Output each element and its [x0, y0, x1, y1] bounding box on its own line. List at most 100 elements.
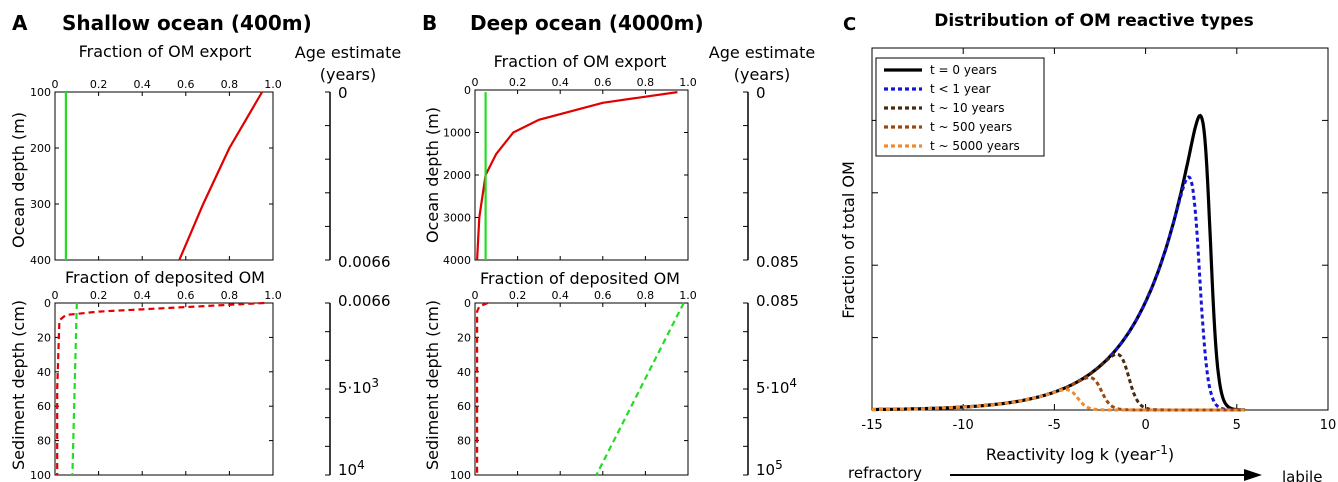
b-top-ytick-label: 4000 — [443, 254, 471, 267]
c-xtick-label: -15 — [861, 418, 882, 433]
c-legend-label-0: t = 0 years — [930, 63, 997, 77]
b-top-ylabel: Ocean depth (m) — [423, 107, 442, 243]
a-age-bottom-1: 5·103 — [338, 376, 379, 397]
b-top-ytick-label: 1000 — [443, 127, 471, 140]
b-age-top-0: 0 — [756, 84, 766, 102]
a-top-frame — [54, 91, 274, 261]
b-bottom-series-red — [476, 301, 489, 475]
panel-letter-c: C — [843, 14, 856, 35]
b-top-series-red — [476, 91, 678, 261]
a-bottom-ytick-label: 0 — [44, 297, 51, 310]
a-bottom-ytick-label: 40 — [37, 366, 51, 379]
c-xtick-label: -10 — [953, 418, 974, 433]
c-xtick-label: 5 — [1233, 418, 1241, 433]
a-bottom-ylabel: Sediment depth (cm) — [9, 300, 28, 470]
b-top-ytick-label: 2000 — [443, 169, 471, 182]
b-age-title-2: (years) — [734, 65, 791, 84]
b-bottom-xtick-label: 0.6 — [594, 289, 612, 302]
a-age-title-2: (years) — [320, 65, 377, 84]
panel-letter-b: B — [422, 11, 437, 35]
b-bottom-ytick-label: 60 — [457, 400, 471, 413]
c-xtick-label: 0 — [1141, 418, 1149, 433]
a-bottom-xtick-label: 0.6 — [177, 289, 195, 302]
b-age-bottom-0: 0.085 — [756, 292, 799, 310]
a-top-xtick-label: 0.2 — [90, 78, 108, 91]
b-top-xtick-label: 0.4 — [551, 76, 569, 89]
b-top-title: Fraction of OM export — [494, 52, 667, 71]
a-bottom-series-green — [71, 302, 78, 476]
b-bottom-title: Fraction of deposited OM — [480, 269, 680, 288]
b-bottom-xtick-label: 0.4 — [551, 289, 569, 302]
arrow-left-label: refractory — [848, 464, 922, 482]
a-top-xtick-label: 0.4 — [133, 78, 151, 91]
c-xtick-label: 10 — [1320, 418, 1337, 433]
c-series-3 — [872, 376, 1245, 412]
b-bottom-ylabel: Sediment depth (cm) — [423, 300, 442, 470]
b-top-xtick-label: 1.0 — [679, 76, 697, 89]
b-bottom-ytick-label: 100 — [450, 469, 471, 482]
b-top-frame — [474, 89, 689, 261]
b-bottom-xtick-label: 0 — [472, 289, 479, 302]
b-bottom-xtick-label: 1.0 — [679, 289, 697, 302]
a-top-xtick-label: 0.8 — [221, 78, 239, 91]
c-legend-label-4: t ~ 5000 years — [930, 139, 1020, 153]
a-bottom-xtick-label: 0.4 — [133, 289, 151, 302]
b-bottom-ytick-label: 20 — [457, 331, 471, 344]
a-bottom-xtick-label: 1.0 — [264, 289, 282, 302]
b-age-title-1: Age estimate — [709, 43, 815, 62]
b-bottom-xtick-label: 0.8 — [637, 289, 655, 302]
b-bottom-ytick-label: 0 — [464, 297, 471, 310]
c-xlabel: Reactivity log k (year-1) — [986, 443, 1174, 464]
a-bottom-xtick-label: 0.8 — [221, 289, 239, 302]
c-frame — [871, 47, 1329, 411]
b-top-ytick-label: 0 — [464, 84, 471, 97]
panel-a-title: Shallow ocean (400m) — [62, 11, 312, 35]
a-top-ylabel: Ocean depth (m) — [9, 112, 28, 248]
a-bottom-ytick-label: 20 — [37, 331, 51, 344]
a-top-series-red — [178, 91, 264, 261]
c-xtick-label: -5 — [1048, 418, 1061, 433]
c-series-1 — [872, 175, 1245, 412]
a-top-ytick-label: 100 — [30, 86, 51, 99]
b-bottom-xtick-label: 0.2 — [509, 289, 527, 302]
panel-c-title: Distribution of OM reactive types — [934, 11, 1254, 31]
b-age-bottom-2: 105 — [756, 458, 783, 479]
c-ylabel: Fraction of total OM — [839, 161, 858, 319]
a-top-title: Fraction of OM export — [79, 42, 252, 61]
c-series-2 — [872, 352, 1245, 412]
a-top-xtick-label: 0 — [52, 78, 59, 91]
b-bottom-series-green — [595, 302, 685, 476]
c-legend-box — [875, 57, 1045, 157]
b-top-ytick-label: 3000 — [443, 212, 471, 225]
a-age-top-1: 0.0066 — [338, 253, 391, 271]
b-top-xtick-label: 0 — [472, 76, 479, 89]
a-age-bottom-0: 0.0066 — [338, 292, 391, 310]
b-top-xtick-label: 0.6 — [594, 76, 612, 89]
c-legend-label-3: t ~ 500 years — [930, 120, 1012, 134]
arrow-right-label: labile — [1282, 468, 1322, 482]
a-bottom-title: Fraction of deposited OM — [65, 268, 265, 287]
c-legend-label-2: t ~ 10 years — [930, 101, 1005, 115]
a-top-ytick-label: 300 — [30, 198, 51, 211]
a-bottom-ytick-label: 100 — [30, 469, 51, 482]
a-top-ytick-label: 200 — [30, 142, 51, 155]
b-bottom-frame — [474, 302, 689, 476]
a-top-ytick-label: 400 — [30, 254, 51, 267]
a-bottom-series-red — [56, 301, 265, 475]
panel-b-title: Deep ocean (4000m) — [470, 11, 704, 35]
a-bottom-xtick-label: 0.2 — [90, 289, 108, 302]
a-age-bottom-2: 104 — [338, 458, 365, 479]
a-age-top-0: 0 — [338, 84, 348, 102]
refractory-labile-arrow-head — [1244, 469, 1262, 481]
c-legend: t = 0 years t < 1 year t ~ 10 years t ~ 500… — [875, 57, 1045, 157]
c-series-0 — [872, 113, 1246, 412]
b-top-xtick-label: 0.2 — [509, 76, 527, 89]
a-bottom-ytick-label: 60 — [37, 400, 51, 413]
a-bottom-xtick-label: 0 — [52, 289, 59, 302]
a-top-xtick-label: 1.0 — [264, 78, 282, 91]
c-legend-label-1: t < 1 year — [930, 82, 991, 96]
a-top-xtick-label: 0.6 — [177, 78, 195, 91]
b-bottom-ytick-label: 40 — [457, 366, 471, 379]
b-age-bottom-1: 5·104 — [756, 376, 797, 397]
